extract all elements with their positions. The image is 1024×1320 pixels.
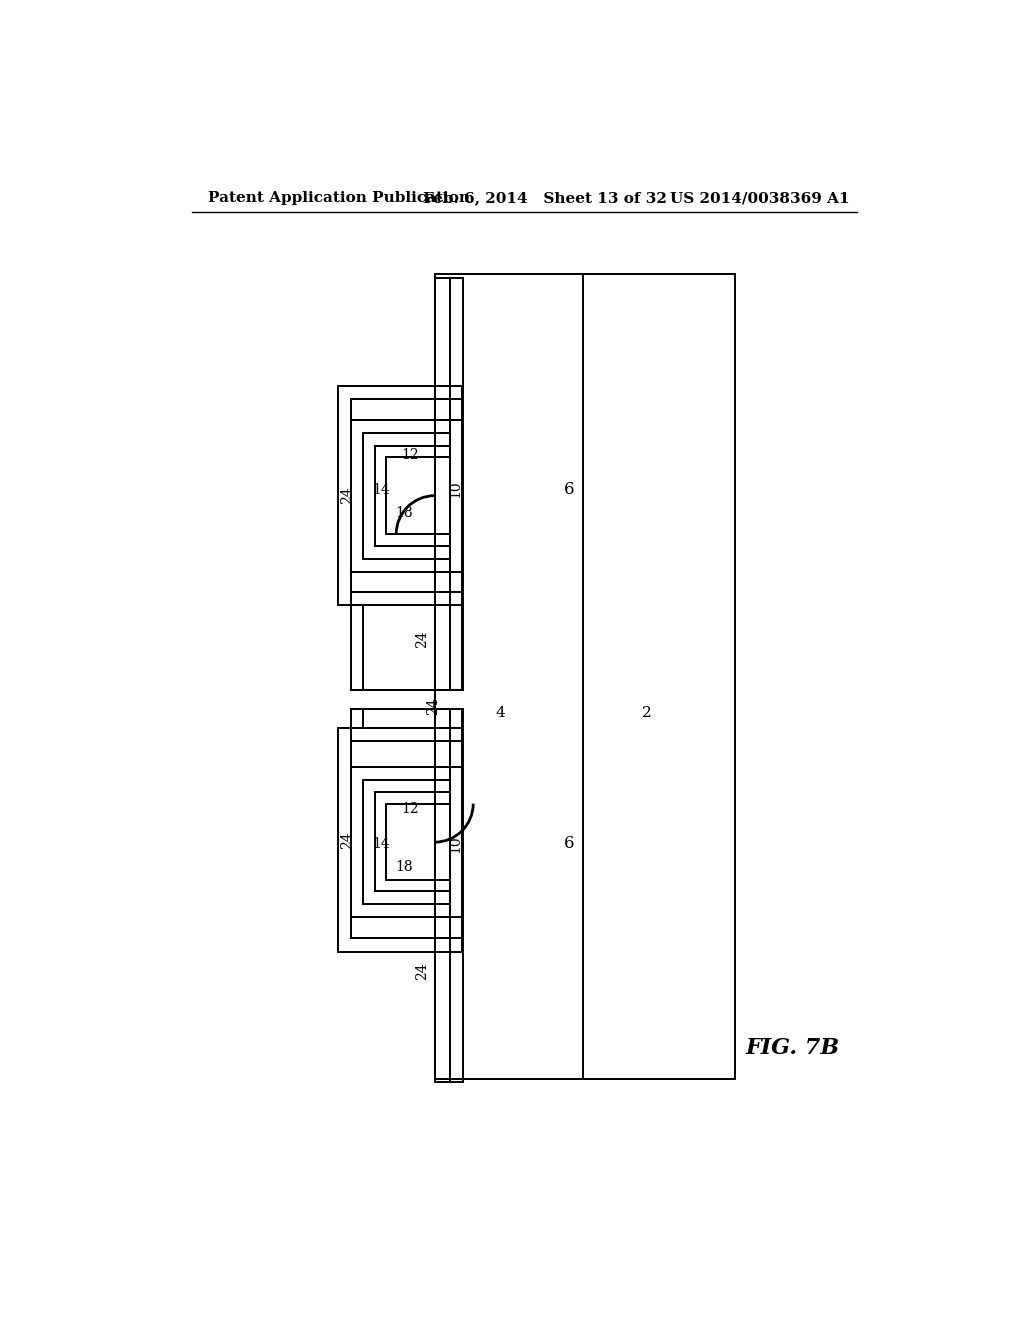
- Bar: [386, 804, 451, 880]
- Bar: [386, 457, 451, 535]
- Bar: [351, 420, 462, 572]
- Text: Patent Application Publication: Patent Application Publication: [208, 191, 470, 206]
- Bar: [351, 400, 462, 420]
- Bar: [351, 709, 462, 742]
- Text: 18: 18: [395, 506, 413, 520]
- Bar: [435, 275, 735, 1078]
- Text: FIG. 7B: FIG. 7B: [745, 1036, 840, 1059]
- Bar: [339, 385, 462, 605]
- Text: 14: 14: [373, 837, 390, 850]
- Bar: [364, 780, 451, 904]
- Bar: [351, 400, 451, 591]
- Text: 24: 24: [415, 631, 429, 648]
- Bar: [376, 446, 451, 546]
- Text: 24: 24: [340, 832, 354, 849]
- Bar: [364, 605, 451, 689]
- Text: 4: 4: [496, 706, 505, 719]
- Bar: [351, 742, 451, 939]
- Bar: [351, 767, 462, 917]
- Bar: [351, 917, 462, 939]
- Bar: [376, 792, 451, 891]
- Text: 10: 10: [449, 834, 463, 853]
- Bar: [364, 709, 451, 729]
- Bar: [435, 709, 463, 1082]
- Text: 6: 6: [564, 836, 574, 853]
- Text: 6: 6: [564, 480, 574, 498]
- Bar: [364, 433, 451, 558]
- Bar: [435, 277, 463, 689]
- Text: 24: 24: [426, 698, 440, 715]
- Text: 14: 14: [373, 483, 390, 496]
- Text: 10: 10: [449, 480, 463, 499]
- Text: 18: 18: [395, 859, 413, 874]
- Text: 2: 2: [642, 706, 651, 719]
- Bar: [339, 729, 462, 952]
- Text: 24: 24: [340, 487, 354, 504]
- Text: 12: 12: [401, 803, 419, 816]
- Text: US 2014/0038369 A1: US 2014/0038369 A1: [670, 191, 849, 206]
- Text: 12: 12: [401, 447, 419, 462]
- Bar: [351, 591, 462, 689]
- Text: Feb. 6, 2014   Sheet 13 of 32: Feb. 6, 2014 Sheet 13 of 32: [423, 191, 667, 206]
- Text: 24: 24: [415, 962, 429, 979]
